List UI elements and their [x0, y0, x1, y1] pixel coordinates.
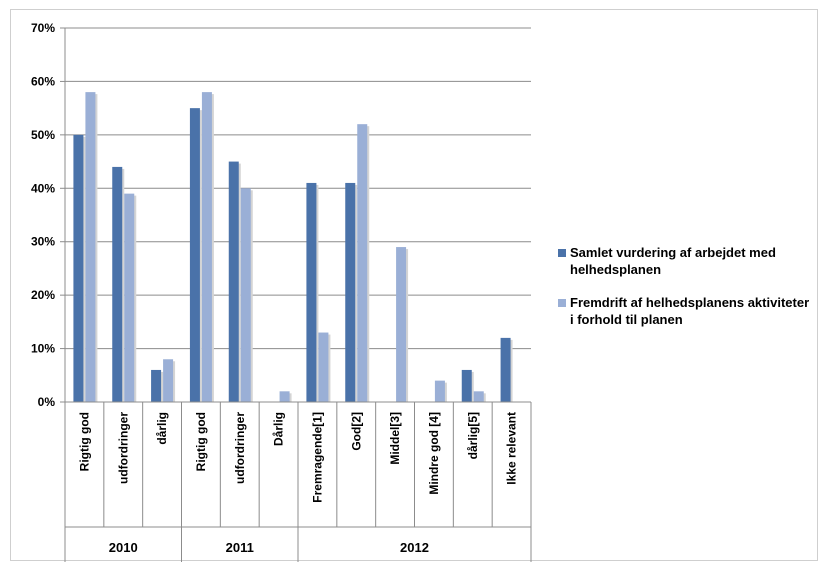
bar-series-1: [500, 337, 511, 402]
bar-series-2: [201, 92, 212, 402]
legend-item-series-2: Fremdrift af helhedsplanens aktiviteter …: [558, 294, 813, 328]
x-category-label: Middel[3]: [388, 412, 402, 465]
bar-series-2: [85, 92, 96, 402]
bar-series-1: [112, 166, 123, 402]
bar-series-2: [240, 188, 251, 402]
bar-series-1: [189, 108, 200, 403]
y-tick-label: 10%: [31, 342, 55, 356]
x-category-label: Fremragende[1]: [310, 412, 324, 503]
x-category-label: Dårlig: [272, 412, 286, 446]
legend-swatch-series-1: [558, 249, 566, 257]
bar-series-2: [124, 193, 135, 402]
bars: [73, 92, 513, 403]
bar-series-1: [306, 182, 317, 402]
bar-series-1: [461, 369, 472, 402]
x-category-label: Mindre god [4]: [427, 412, 441, 495]
bar-series-2: [318, 332, 329, 402]
x-category-label: Ikke relevant: [505, 412, 519, 485]
bar-series-2: [434, 380, 445, 402]
y-tick-label: 60%: [31, 74, 55, 88]
x-category-label: udfordringer: [116, 412, 130, 484]
bar-series-2: [473, 391, 484, 402]
bar-series-1: [73, 134, 84, 402]
x-category-label: dårlig[5]: [466, 412, 480, 459]
x-group-label: 2011: [226, 540, 254, 555]
bar-series-1: [345, 182, 356, 402]
y-tick-label: 0%: [38, 395, 56, 409]
y-axis: 0% 10% 20% 30% 40% 50% 60% 70%: [31, 21, 66, 409]
x-axis: Rigtig god udfordringer dårlig Rigtig god ud…: [64, 401, 532, 562]
x-category-label: God[2]: [349, 412, 363, 451]
legend: Samlet vurdering af arbejdet med helheds…: [558, 244, 813, 344]
legend-label-series-2: Fremdrift af helhedsplanens aktiviteter …: [570, 295, 810, 327]
y-tick-label: 30%: [31, 235, 55, 249]
legend-swatch-series-2: [558, 299, 566, 307]
legend-label-series-1: Samlet vurdering af arbejdet med helheds…: [570, 245, 776, 277]
legend-item-series-1: Samlet vurdering af arbejdet med helheds…: [558, 244, 813, 278]
bar-series-2: [357, 124, 368, 403]
x-category-label: dårlig: [155, 412, 169, 445]
x-group-label: 2012: [400, 540, 429, 555]
x-category-label: udfordringer: [233, 412, 247, 484]
bar-series-2: [279, 391, 290, 402]
x-group-label: 2010: [109, 540, 138, 555]
bar-series-2: [396, 247, 407, 402]
x-category-label: Rigtig god: [194, 412, 208, 471]
x-category-label: Rigtig god: [77, 412, 91, 471]
y-tick-label: 20%: [31, 288, 55, 302]
bar-series-2: [163, 359, 174, 402]
bar-series-1: [151, 369, 162, 402]
bar-series-1: [228, 161, 239, 402]
y-tick-label: 40%: [31, 181, 55, 195]
y-tick-label: 50%: [31, 128, 55, 142]
y-tick-label: 70%: [31, 21, 55, 35]
